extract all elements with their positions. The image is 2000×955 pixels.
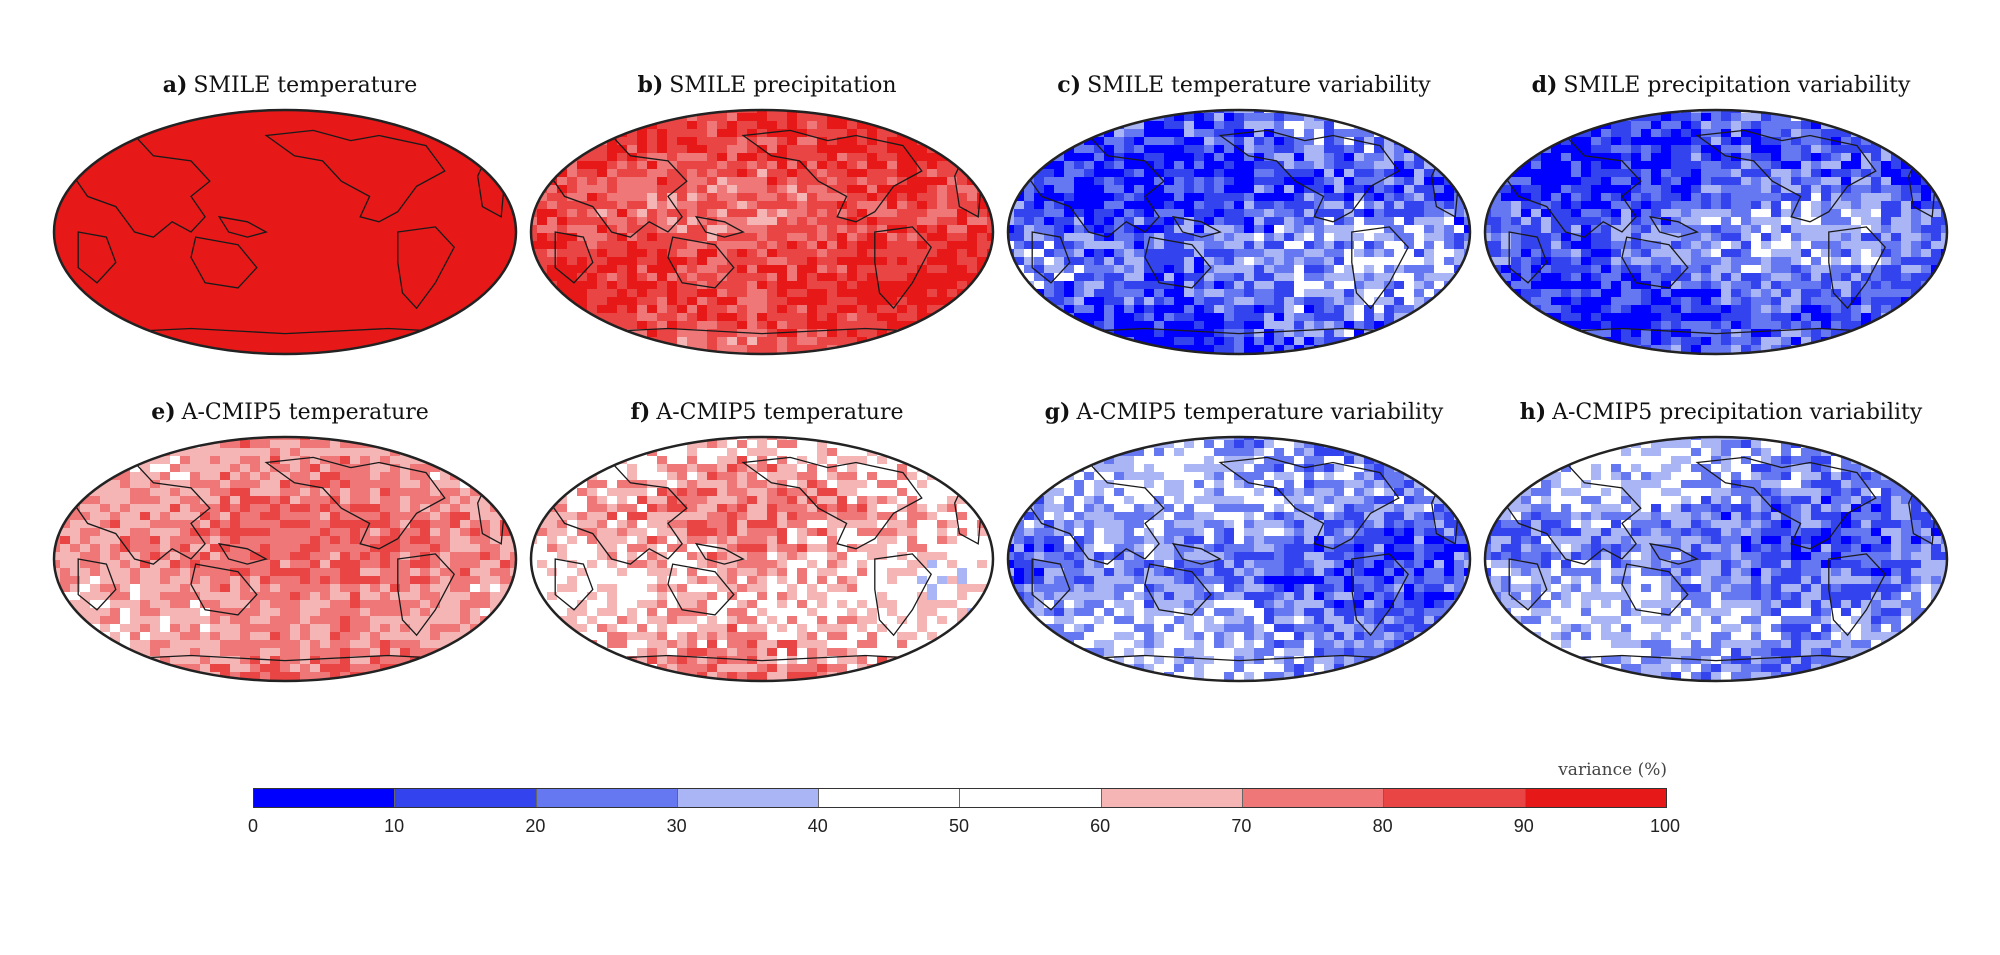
panel-letter: b)	[637, 72, 664, 98]
colorbar-segment	[960, 789, 1102, 807]
colorbar-label: variance (%)	[1558, 760, 1667, 780]
panel-letter: g)	[1044, 399, 1071, 425]
map-frame	[529, 108, 995, 356]
field-cells	[1008, 437, 1470, 681]
map-field	[529, 435, 995, 683]
colorbar-tick-label: 100	[1649, 816, 1681, 836]
colorbar-tick-label: 40	[807, 816, 828, 836]
coastlines	[72, 456, 507, 662]
panel-title-text: A-CMIP5 temperature variability	[1076, 400, 1444, 425]
panel-title: e) A-CMIP5 temperature	[50, 392, 530, 432]
map-panel: f) A-CMIP5 temperature	[527, 392, 1007, 692]
field-cells	[1008, 110, 1470, 354]
panel-letter: d)	[1531, 72, 1558, 98]
colorbar-tick-label: 0	[247, 816, 259, 836]
panel-title: f) A-CMIP5 temperature	[527, 392, 1007, 432]
colorbar-tick-label: 60	[1090, 816, 1111, 836]
colorbar-segment	[1384, 789, 1526, 807]
map-field	[52, 435, 518, 683]
panel-title-text: A-CMIP5 precipitation variability	[1552, 400, 1923, 425]
colorbar-tick-label: 80	[1372, 816, 1393, 836]
field-cells	[54, 110, 516, 354]
colorbar-tick-label: 30	[666, 816, 687, 836]
panel-title: c) SMILE temperature variability	[1004, 65, 1484, 105]
panel-title-text: A-CMIP5 temperature	[181, 400, 429, 425]
colorbar-segment	[1243, 789, 1385, 807]
panel-title-text: SMILE temperature	[193, 73, 418, 98]
field-cells	[531, 110, 993, 354]
map-frame	[1006, 108, 1472, 356]
panel-title-text: A-CMIP5 temperature	[656, 400, 904, 425]
panel-title: g) A-CMIP5 temperature variability	[1004, 392, 1484, 432]
colorbar-tick-label: 10	[384, 816, 405, 836]
panel-title: b) SMILE precipitation	[527, 65, 1007, 105]
map-frame	[52, 435, 518, 683]
colorbar-tick-label: 20	[525, 816, 546, 836]
map-frame	[1483, 108, 1949, 356]
panel-letter: e)	[151, 399, 176, 425]
map-frame	[52, 108, 518, 356]
field-cells	[54, 437, 516, 681]
panel-title-text: SMILE precipitation variability	[1563, 73, 1911, 98]
map-panel: a) SMILE temperature	[50, 65, 530, 365]
map-field	[529, 108, 995, 356]
colorbar-segment	[1525, 789, 1666, 807]
colorbar: variance (%) 0 10 20 30 40 50 60 70 80 90 100	[248, 760, 1680, 860]
panel-title-text: SMILE temperature variability	[1087, 73, 1431, 98]
colorbar-segment	[254, 789, 396, 807]
map-panel: d) SMILE precipitation variability	[1481, 65, 1961, 365]
panel-letter: h)	[1519, 399, 1547, 425]
panel-title-text: SMILE precipitation	[669, 73, 897, 98]
colorbar-tick-label: 90	[1513, 816, 1534, 836]
map-panel: e) A-CMIP5 temperature	[50, 392, 530, 692]
panel-letter: c)	[1057, 72, 1082, 98]
map-field	[52, 108, 518, 356]
map-field	[1006, 435, 1472, 683]
coastlines	[1503, 456, 1938, 662]
colorbar-segment	[677, 789, 820, 807]
colorbar-segment	[1101, 789, 1244, 807]
map-frame	[1006, 435, 1472, 683]
map-frame	[529, 435, 995, 683]
map-panel: g) A-CMIP5 temperature variability	[1004, 392, 1484, 692]
panel-title: d) SMILE precipitation variability	[1481, 65, 1961, 105]
colorbar-segment	[819, 789, 961, 807]
panel-title: h) A-CMIP5 precipitation variability	[1481, 392, 1961, 432]
map-panel: b) SMILE precipitation	[527, 65, 1007, 365]
map-frame	[1483, 435, 1949, 683]
map-field	[1006, 108, 1472, 356]
colorbar-tick-label: 70	[1231, 816, 1252, 836]
colorbar-tick-label: 50	[948, 816, 970, 836]
map-panel: c) SMILE temperature variability	[1004, 65, 1484, 365]
colorbar-segment	[536, 789, 678, 807]
field-cells	[1485, 110, 1947, 354]
field-cells	[1485, 437, 1947, 681]
map-field	[1483, 108, 1949, 356]
panel-letter: a)	[162, 72, 188, 98]
map-field	[1483, 435, 1949, 683]
map-panel: h) A-CMIP5 precipitation variability	[1481, 392, 1961, 692]
panel-letter: f)	[630, 399, 651, 425]
field-cells	[531, 437, 993, 681]
colorbar-segment	[395, 789, 537, 807]
panel-title: a) SMILE temperature	[50, 65, 530, 105]
colorbar-bar	[253, 788, 1667, 808]
